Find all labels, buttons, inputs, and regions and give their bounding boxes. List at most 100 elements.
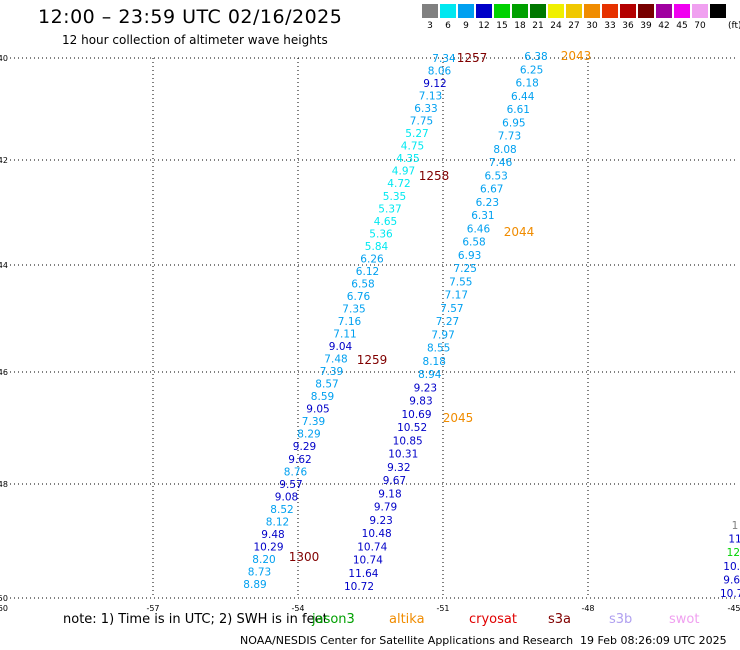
longitude-tick-label: -54 <box>291 604 304 612</box>
wave-height-value: 10.4 <box>723 561 740 573</box>
wave-height-value: 7.16 <box>338 316 362 328</box>
legend-swatch <box>566 4 582 18</box>
wave-height-value: 7.35 <box>342 303 365 315</box>
wave-height-value: 4.35 <box>396 153 419 165</box>
wave-height-value: 11 <box>728 534 740 546</box>
satellite-name: jason3 <box>312 612 355 627</box>
wave-height-value: 10.69 <box>401 409 431 421</box>
page-subtitle: 12 hour collection of altimeter wave hei… <box>62 33 328 47</box>
generated-timestamp: 19 Feb 08:26:09 UTC 2025 <box>580 634 727 647</box>
corner-tick-label: -60 <box>0 604 8 612</box>
latitude-tick-label: -50 <box>0 594 8 603</box>
satellite-name: altika <box>389 612 425 627</box>
wave-height-value: 6.44 <box>511 91 535 103</box>
legend-label: 6 <box>445 21 451 31</box>
legend-label: 24 <box>550 21 562 31</box>
wave-height-value: 10.75 <box>720 588 740 600</box>
wave-height-value: 7.39 <box>320 366 343 378</box>
legend-swatch <box>710 4 726 18</box>
wave-height-value: 6.12 <box>356 266 379 278</box>
wave-height-value: 11.64 <box>348 568 378 580</box>
wave-height-value: 8.52 <box>270 504 293 516</box>
legend-label: 12 <box>478 21 490 31</box>
latitude-tick-label: -46 <box>0 368 8 377</box>
wave-height-value: 6.76 <box>347 291 371 303</box>
latitude-tick-label: -40 <box>0 54 8 63</box>
satellite-name: cryosat <box>469 612 517 627</box>
latitude-tick-label: -48 <box>0 480 8 489</box>
wave-height-value: 6.18 <box>515 78 538 90</box>
wave-height-value: 9.57 <box>279 479 302 491</box>
wave-height-value: 10.31 <box>388 449 418 461</box>
satellite-name: swot <box>669 612 700 627</box>
latitude-tick-label: -44 <box>0 261 8 270</box>
wave-height-value: 8.29 <box>297 429 320 441</box>
legend-swatch <box>512 4 528 18</box>
legend-label: 9 <box>463 21 469 31</box>
wave-height-value: 8.55 <box>427 343 450 355</box>
wave-height-value: 5.84 <box>365 241 389 253</box>
pass-time-label: 2045 <box>443 411 474 425</box>
legend-swatch <box>692 4 708 18</box>
wave-height-value: 10.29 <box>253 541 283 553</box>
wave-height-value: 7.17 <box>445 290 468 302</box>
legend-unit: (ft) <box>728 21 740 31</box>
wave-height-value: 6.23 <box>476 197 499 209</box>
wave-height-value: 4.72 <box>387 178 410 190</box>
wave-height-value: 7.11 <box>333 329 356 341</box>
wave-height-value: 6.25 <box>520 64 543 76</box>
legend-label: 45 <box>676 21 688 31</box>
wave-height-value: 7.48 <box>324 354 347 366</box>
longitude-tick-label: -51 <box>436 604 449 612</box>
wave-height-value: 10.85 <box>393 435 423 447</box>
wave-height-value: 8.20 <box>252 554 275 566</box>
credit-line: NOAA/NESDIS Center for Satellite Applica… <box>240 634 574 647</box>
wave-height-value: 7.25 <box>454 263 477 275</box>
wave-height-value: 7.97 <box>431 329 454 341</box>
legend-label: 18 <box>514 21 526 31</box>
legend-label: 36 <box>622 21 634 31</box>
legend-swatch <box>530 4 546 18</box>
wave-height-value: 9.12 <box>423 78 446 90</box>
wave-height-value: 7.34 <box>432 53 456 65</box>
wave-height-value: 7.39 <box>302 416 325 428</box>
legend-swatch <box>656 4 672 18</box>
wave-height-value: 10.72 <box>344 581 374 593</box>
legend-label: 30 <box>586 21 598 31</box>
wave-height-value: 8.12 <box>266 516 289 528</box>
wave-height-value: 6.26 <box>360 253 384 265</box>
wave-height-value: 9.18 <box>378 488 401 500</box>
longitude-tick-label: -57 <box>146 604 159 612</box>
legend-swatch <box>494 4 510 18</box>
legend-swatch <box>638 4 654 18</box>
legend-label: 39 <box>640 21 652 31</box>
wave-height-value: 6.58 <box>462 237 485 249</box>
wave-height-value: 8.18 <box>423 356 446 368</box>
wave-height-value: 5.35 <box>383 191 406 203</box>
pass-time-label: 2044 <box>504 225 535 239</box>
wave-height-value: 4.97 <box>392 166 415 178</box>
wave-height-value: 9.83 <box>409 396 432 408</box>
legend-swatch <box>422 4 438 18</box>
wave-height-value: 8.06 <box>428 66 452 78</box>
wave-height-value: 9.79 <box>374 502 397 514</box>
wave-height-value: 9.67 <box>383 475 406 487</box>
legend-label: 70 <box>694 21 706 31</box>
wave-height-value: 9.29 <box>293 441 316 453</box>
wave-height-value: 7.27 <box>436 316 459 328</box>
wave-height-value: 9.48 <box>261 529 284 541</box>
wave-height-value: 6.58 <box>351 278 374 290</box>
legend-label: 15 <box>496 21 508 31</box>
wave-height-value: 7.75 <box>410 116 433 128</box>
wave-height-value: 9.04 <box>329 341 353 353</box>
wave-height-value: 7.73 <box>498 131 521 143</box>
wave-height-value: 6.31 <box>471 210 494 222</box>
pass-time-label: 2043 <box>561 49 592 63</box>
wave-height-value: 6.33 <box>414 103 437 115</box>
wave-height-value: 9.23 <box>414 382 437 394</box>
wave-height-value: 8.59 <box>311 391 334 403</box>
pass-time-label: 1257 <box>457 51 488 65</box>
legend-swatch <box>602 4 618 18</box>
altimeter-map: -40 -42 -44 -46 -48 -50-60 -57 -54 -51 -48 -45 7.34… <box>0 49 740 612</box>
legend-label: 33 <box>604 21 616 31</box>
